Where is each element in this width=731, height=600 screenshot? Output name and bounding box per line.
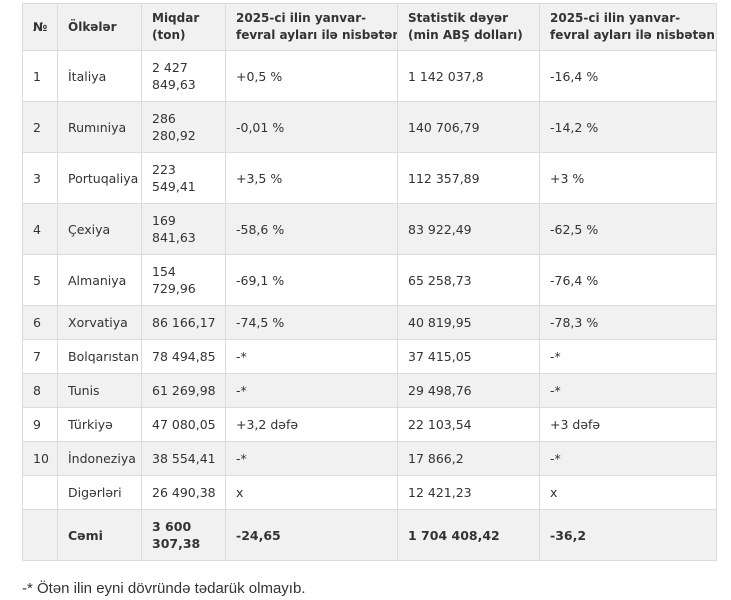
cell-no: 5: [22, 254, 58, 306]
cell-no: 8: [22, 373, 58, 408]
cell-no: [22, 475, 58, 510]
cell-value: 37 415,05: [397, 339, 540, 374]
cell-no: 1: [22, 50, 58, 102]
table-row: 2 Rumıniya 286 280,92 -0,01 % 140 706,79 -14,…: [22, 101, 717, 153]
table-row: Digərləri 26 490,38 x 12 421,23 x: [22, 475, 717, 510]
table-row: 1 İtaliya 2 427 849,63 +0,5 % 1 142 037,8 -16…: [22, 50, 717, 102]
cell-no: 9: [22, 407, 58, 442]
column-header-quantity-change: 2025-ci ilin yanvar- fevral ayları ilə n…: [225, 3, 398, 51]
cell-quantity-change: -0,01 %: [225, 101, 398, 153]
cell-value: 140 706,79: [397, 101, 540, 153]
cell-quantity: 47 080,05: [141, 407, 226, 442]
cell-value: 1 142 037,8: [397, 50, 540, 102]
cell-value-change: -14,2 %: [539, 101, 717, 153]
cell-no: 6: [22, 305, 58, 340]
cell-value-change: x: [539, 475, 717, 510]
cell-value: 12 421,23: [397, 475, 540, 510]
cell-quantity-change: -24,65: [225, 509, 398, 561]
cell-value: 29 498,76: [397, 373, 540, 408]
cell-no: [22, 509, 58, 561]
cell-value-change: -78,3 %: [539, 305, 717, 340]
cell-value: 83 922,49: [397, 203, 540, 255]
cell-quantity-change: -69,1 %: [225, 254, 398, 306]
cell-value-change: -62,5 %: [539, 203, 717, 255]
cell-quantity: 61 269,98: [141, 373, 226, 408]
cell-quantity: 2 427 849,63: [141, 50, 226, 102]
column-header-country: Ölkələr: [57, 3, 142, 51]
column-header-value-change: 2025-ci ilin yanvar- fevral ayları ilə n…: [539, 3, 717, 51]
cell-no: 7: [22, 339, 58, 374]
cell-country: Cəmi: [57, 509, 142, 561]
cell-quantity-change: +3,5 %: [225, 152, 398, 204]
table-row: 4 Çexiya 169 841,63 -58,6 % 83 922,49 -62,5 %: [22, 203, 717, 255]
footnote: -* Ötən ilin eyni dövründə tədarük olmay…: [22, 580, 306, 597]
cell-quantity: 3 600 307,38: [141, 509, 226, 561]
cell-no: 3: [22, 152, 58, 204]
table-header: № Ölkələr Miqdar (ton) 2025-ci ilin yanv…: [22, 3, 717, 51]
table-row: 7 Bolqarıstan 78 494,85 -* 37 415,05 -*: [22, 339, 717, 374]
cell-value: 65 258,73: [397, 254, 540, 306]
table-row: 5 Almaniya 154 729,96 -69,1 % 65 258,73 -76,4…: [22, 254, 717, 306]
cell-quantity-change: +0,5 %: [225, 50, 398, 102]
cell-quantity-change: -*: [225, 441, 398, 476]
cell-no: 2: [22, 101, 58, 153]
cell-quantity: 78 494,85: [141, 339, 226, 374]
cell-value-change: -16,4 %: [539, 50, 717, 102]
cell-quantity: 154 729,96: [141, 254, 226, 306]
cell-value-change: -*: [539, 339, 717, 374]
cell-country: Çexiya: [57, 203, 142, 255]
cell-country: İndoneziya: [57, 441, 142, 476]
cell-quantity-change: -58,6 %: [225, 203, 398, 255]
cell-country: Digərləri: [57, 475, 142, 510]
countries-import-table: № Ölkələr Miqdar (ton) 2025-ci ilin yanv…: [22, 3, 717, 561]
table-row: 10 İndoneziya 38 554,41 -* 17 866,2 -*: [22, 441, 717, 476]
cell-country: Türkiyə: [57, 407, 142, 442]
table-row: 8 Tunis 61 269,98 -* 29 498,76 -*: [22, 373, 717, 408]
cell-value-change: -*: [539, 373, 717, 408]
cell-quantity-change: -74,5 %: [225, 305, 398, 340]
cell-no: 10: [22, 441, 58, 476]
cell-value: 22 103,54: [397, 407, 540, 442]
column-header-no: №: [22, 3, 58, 51]
cell-value-change: +3 %: [539, 152, 717, 204]
cell-value-change: -76,4 %: [539, 254, 717, 306]
cell-quantity-change: -*: [225, 339, 398, 374]
cell-quantity: 26 490,38: [141, 475, 226, 510]
table-row: 6 Xorvatiya 86 166,17 -74,5 % 40 819,95 -78,3…: [22, 305, 717, 340]
cell-country: Bolqarıstan: [57, 339, 142, 374]
column-header-value: Statistik dəyər (min ABŞ dolları): [397, 3, 540, 51]
cell-quantity-change: x: [225, 475, 398, 510]
cell-quantity: 169 841,63: [141, 203, 226, 255]
cell-quantity: 223 549,41: [141, 152, 226, 204]
header-row: № Ölkələr Miqdar (ton) 2025-ci ilin yanv…: [22, 3, 717, 51]
column-header-quantity: Miqdar (ton): [141, 3, 226, 51]
cell-quantity: 286 280,92: [141, 101, 226, 153]
total-row: Cəmi 3 600 307,38 -24,65 1 704 408,42 -36,2: [22, 509, 717, 561]
cell-quantity: 86 166,17: [141, 305, 226, 340]
cell-country: Almaniya: [57, 254, 142, 306]
cell-value: 17 866,2: [397, 441, 540, 476]
cell-country: Xorvatiya: [57, 305, 142, 340]
table-row: 3 Portuqaliya 223 549,41 +3,5 % 112 357,89 +3…: [22, 152, 717, 204]
cell-value: 112 357,89: [397, 152, 540, 204]
cell-country: Rumıniya: [57, 101, 142, 153]
cell-country: İtaliya: [57, 50, 142, 102]
cell-value: 1 704 408,42: [397, 509, 540, 561]
cell-country: Portuqaliya: [57, 152, 142, 204]
cell-quantity: 38 554,41: [141, 441, 226, 476]
cell-no: 4: [22, 203, 58, 255]
cell-country: Tunis: [57, 373, 142, 408]
cell-quantity-change: -*: [225, 373, 398, 408]
table-body: 1 İtaliya 2 427 849,63 +0,5 % 1 142 037,8 -16…: [22, 50, 717, 561]
cell-quantity-change: +3,2 dəfə: [225, 407, 398, 442]
table-row: 9 Türkiyə 47 080,05 +3,2 dəfə 22 103,54 +3 də…: [22, 407, 717, 442]
cell-value-change: +3 dəfə: [539, 407, 717, 442]
cell-value: 40 819,95: [397, 305, 540, 340]
cell-value-change: -*: [539, 441, 717, 476]
cell-value-change: -36,2: [539, 509, 717, 561]
